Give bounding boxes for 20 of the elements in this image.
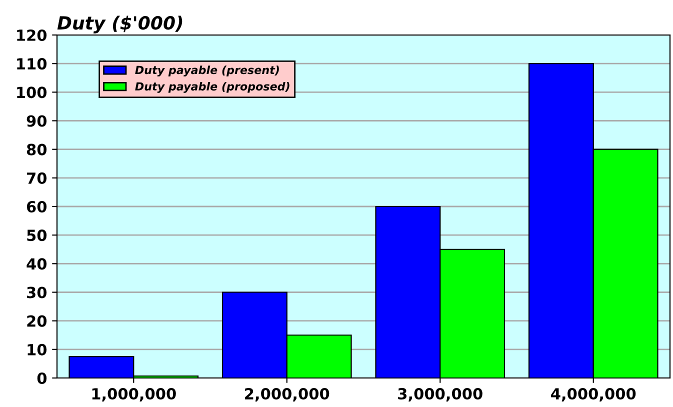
chart-title: Duty ($'000) bbox=[57, 16, 182, 34]
y-tick-label: 60 bbox=[26, 200, 47, 213]
y-tick-label: 50 bbox=[27, 230, 47, 242]
legend-label: Duty payable (proposed) bbox=[135, 82, 290, 93]
x-tick-label: 1,000,000 bbox=[92, 388, 176, 402]
y-tick-label: 40 bbox=[26, 258, 47, 270]
y-tick-label: 120 bbox=[17, 29, 47, 42]
y-tick-label: 0 bbox=[37, 372, 47, 384]
x-tick-label: 2,000,000 bbox=[245, 388, 330, 402]
y-tick-label: 70 bbox=[27, 172, 47, 184]
x-tick-label: 3,000,000 bbox=[398, 388, 482, 402]
y-tick-label: 110 bbox=[17, 58, 47, 70]
y-tick-label: 90 bbox=[26, 115, 47, 127]
legend-label: Duty payable (present) bbox=[135, 66, 279, 76]
y-tick-label: 10 bbox=[28, 344, 47, 356]
y-tick-label: 20 bbox=[27, 315, 47, 327]
x-tick-label: 4,000,000 bbox=[551, 388, 636, 402]
y-tick-label: 100 bbox=[17, 86, 47, 98]
y-tick-label: 30 bbox=[27, 286, 47, 298]
y-tick-label: 80 bbox=[26, 144, 47, 156]
